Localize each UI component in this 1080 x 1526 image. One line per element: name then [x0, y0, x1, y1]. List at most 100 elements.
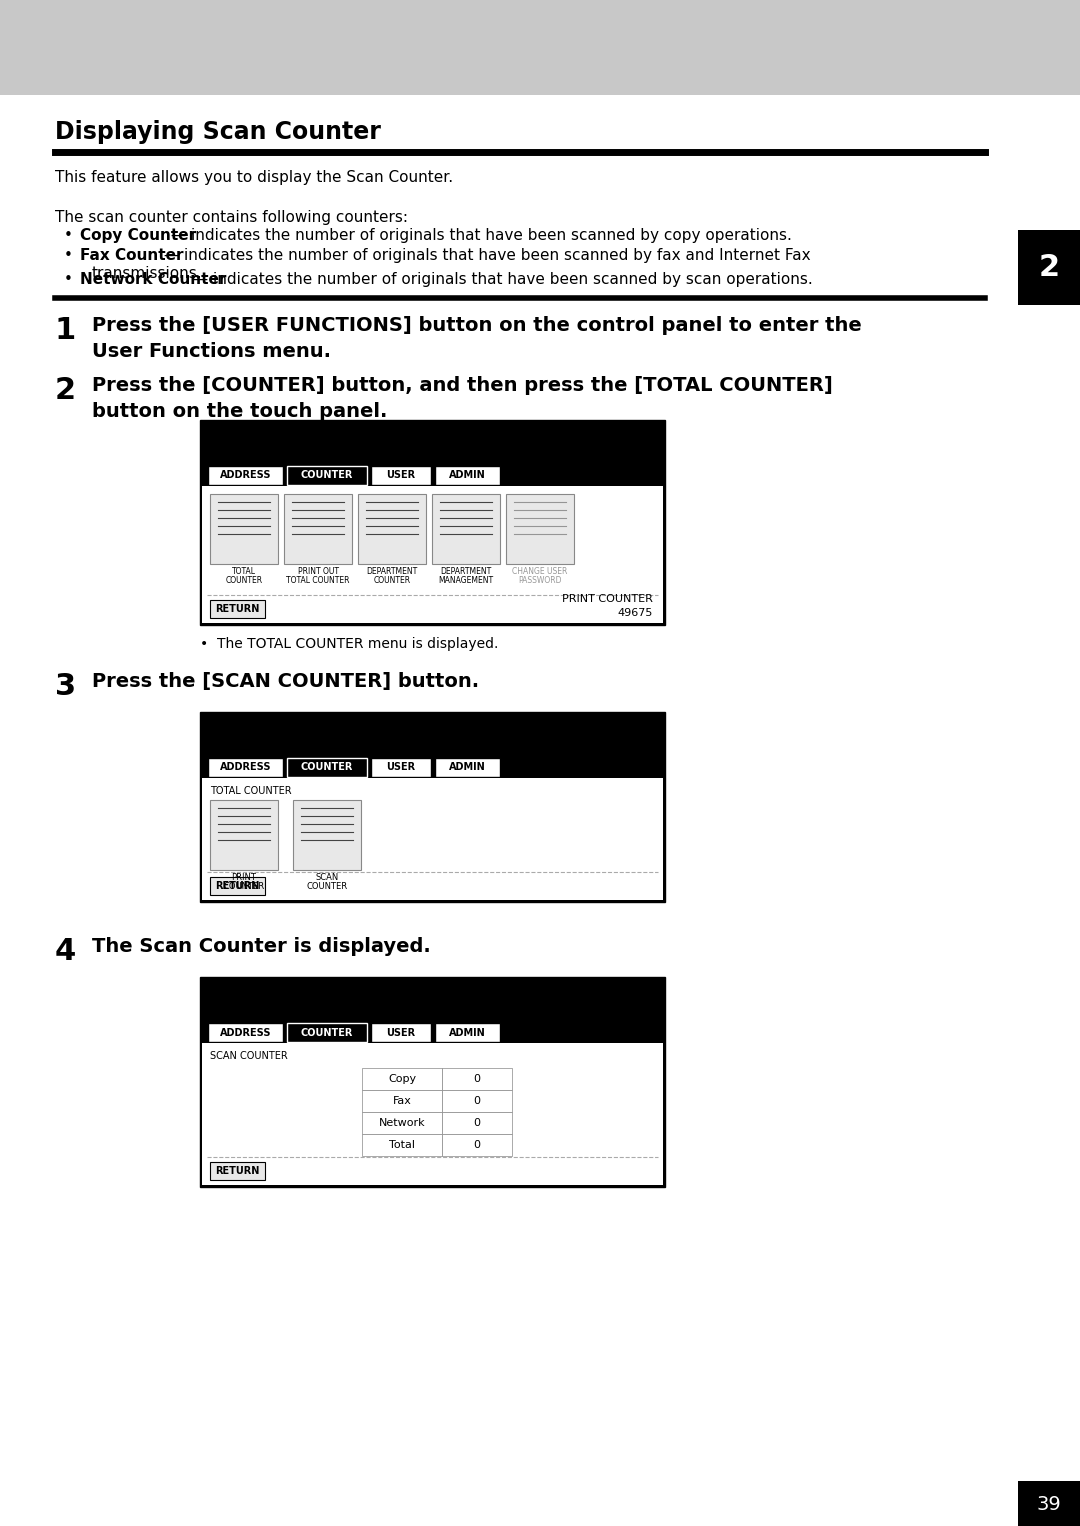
Text: USER: USER [387, 470, 416, 481]
Text: Total: Total [389, 1140, 415, 1151]
Text: CHANGE USER: CHANGE USER [512, 568, 568, 575]
Text: PRINT: PRINT [231, 873, 256, 882]
Bar [372, 465, 431, 485]
Text: Copy Counter: Copy Counter [80, 227, 197, 243]
Bar [200, 713, 665, 902]
Text: 3: 3 [55, 671, 76, 700]
Text: TOTAL COUNTER: TOTAL COUNTER [286, 575, 350, 584]
Text: DEPARTMENT: DEPARTMENT [366, 568, 418, 575]
Text: COUNTER: COUNTER [301, 470, 353, 481]
Bar [293, 800, 361, 870]
Text: Press the [SCAN COUNTER] button.: Press the [SCAN COUNTER] button. [92, 671, 480, 691]
Text: User Functions menu.: User Functions menu. [92, 342, 330, 362]
Text: COUNTER: COUNTER [374, 575, 410, 584]
Text: •: • [64, 227, 72, 243]
Bar [435, 758, 500, 777]
Text: RETURN: RETURN [215, 604, 259, 613]
Text: COUNTER: COUNTER [301, 763, 353, 772]
Text: 0: 0 [473, 1074, 481, 1083]
Bar [210, 877, 265, 896]
Text: Fax Counter: Fax Counter [80, 249, 184, 262]
Text: SCAN: SCAN [315, 873, 339, 882]
Text: 4: 4 [55, 937, 77, 966]
Text: The scan counter contains following counters:: The scan counter contains following coun… [55, 211, 408, 224]
Bar [362, 1134, 442, 1157]
Text: Fax: Fax [392, 1096, 411, 1106]
Text: COUNTER: COUNTER [226, 575, 262, 584]
Bar [202, 714, 663, 755]
Text: COUNTER: COUNTER [301, 1027, 353, 1038]
Bar [435, 1022, 500, 1042]
Bar [202, 1021, 663, 1042]
Bar [202, 464, 663, 485]
Text: TOTAL: TOTAL [232, 568, 256, 575]
Text: Displaying Scan Counter: Displaying Scan Counter [55, 121, 381, 143]
Bar [287, 758, 367, 777]
Text: ADMIN: ADMIN [449, 470, 486, 481]
Bar [208, 758, 283, 777]
Bar [0, 0, 1080, 95]
Bar [210, 600, 265, 618]
Text: •: • [64, 249, 72, 262]
Bar [1018, 230, 1080, 305]
Bar [287, 1022, 367, 1042]
Text: COUNTER: COUNTER [224, 882, 265, 891]
Bar [442, 1068, 512, 1090]
Bar [442, 1090, 512, 1112]
Text: USER: USER [387, 763, 416, 772]
Bar [372, 1022, 431, 1042]
Bar [507, 494, 573, 565]
Text: PRINT COUNTER: PRINT COUNTER [562, 594, 653, 604]
Text: ADDRESS: ADDRESS [219, 470, 271, 481]
Text: 39: 39 [1037, 1494, 1062, 1514]
Text: USER: USER [387, 1027, 416, 1038]
Text: 49675: 49675 [618, 607, 653, 618]
Text: COUNTER: COUNTER [307, 882, 348, 891]
Bar [357, 494, 426, 565]
Bar [1018, 1482, 1080, 1526]
Bar [362, 1068, 442, 1090]
Text: PRINT OUT: PRINT OUT [297, 568, 338, 575]
Text: Network: Network [379, 1119, 426, 1128]
Bar [284, 494, 352, 565]
Bar [208, 1022, 283, 1042]
Bar [202, 778, 663, 900]
Bar [372, 758, 431, 777]
Bar [210, 494, 278, 565]
Text: 0: 0 [473, 1140, 481, 1151]
Text: — indicates the number of originals that have been scanned by fax and Internet F: — indicates the number of originals that… [159, 249, 811, 262]
Text: — indicates the number of originals that have been scanned by scan operations.: — indicates the number of originals that… [188, 272, 813, 287]
Text: 2: 2 [55, 375, 76, 404]
Text: 1: 1 [55, 316, 77, 345]
Text: Press the [COUNTER] button, and then press the [TOTAL COUNTER]: Press the [COUNTER] button, and then pre… [92, 375, 833, 395]
Bar [362, 1090, 442, 1112]
Text: DEPARTMENT: DEPARTMENT [441, 568, 491, 575]
Bar [442, 1134, 512, 1157]
Text: •  The TOTAL COUNTER menu is displayed.: • The TOTAL COUNTER menu is displayed. [200, 636, 498, 652]
Text: RETURN: RETURN [215, 881, 259, 891]
Text: PASSWORD: PASSWORD [518, 575, 562, 584]
Text: — indicates the number of originals that have been scanned by copy operations.: — indicates the number of originals that… [166, 227, 793, 243]
Bar [210, 1161, 265, 1180]
Text: RETURN: RETURN [215, 1166, 259, 1177]
Text: 0: 0 [473, 1119, 481, 1128]
Bar [202, 1042, 663, 1186]
Text: Press the [USER FUNCTIONS] button on the control panel to enter the: Press the [USER FUNCTIONS] button on the… [92, 316, 862, 336]
Bar [210, 800, 278, 870]
Text: •: • [64, 272, 72, 287]
Bar [202, 423, 663, 464]
Bar [202, 485, 663, 623]
Text: SCAN COUNTER: SCAN COUNTER [210, 1051, 287, 1061]
Text: ADMIN: ADMIN [449, 1027, 486, 1038]
Text: This feature allows you to display the Scan Counter.: This feature allows you to display the S… [55, 169, 454, 185]
Bar [362, 1112, 442, 1134]
Text: TOTAL COUNTER: TOTAL COUNTER [210, 786, 292, 797]
Bar [435, 465, 500, 485]
Text: button on the touch panel.: button on the touch panel. [92, 401, 388, 421]
Bar [200, 977, 665, 1187]
Text: ADDRESS: ADDRESS [219, 763, 271, 772]
Text: ADMIN: ADMIN [449, 763, 486, 772]
Text: Copy: Copy [388, 1074, 416, 1083]
Bar [287, 465, 367, 485]
Text: The Scan Counter is displayed.: The Scan Counter is displayed. [92, 937, 431, 955]
